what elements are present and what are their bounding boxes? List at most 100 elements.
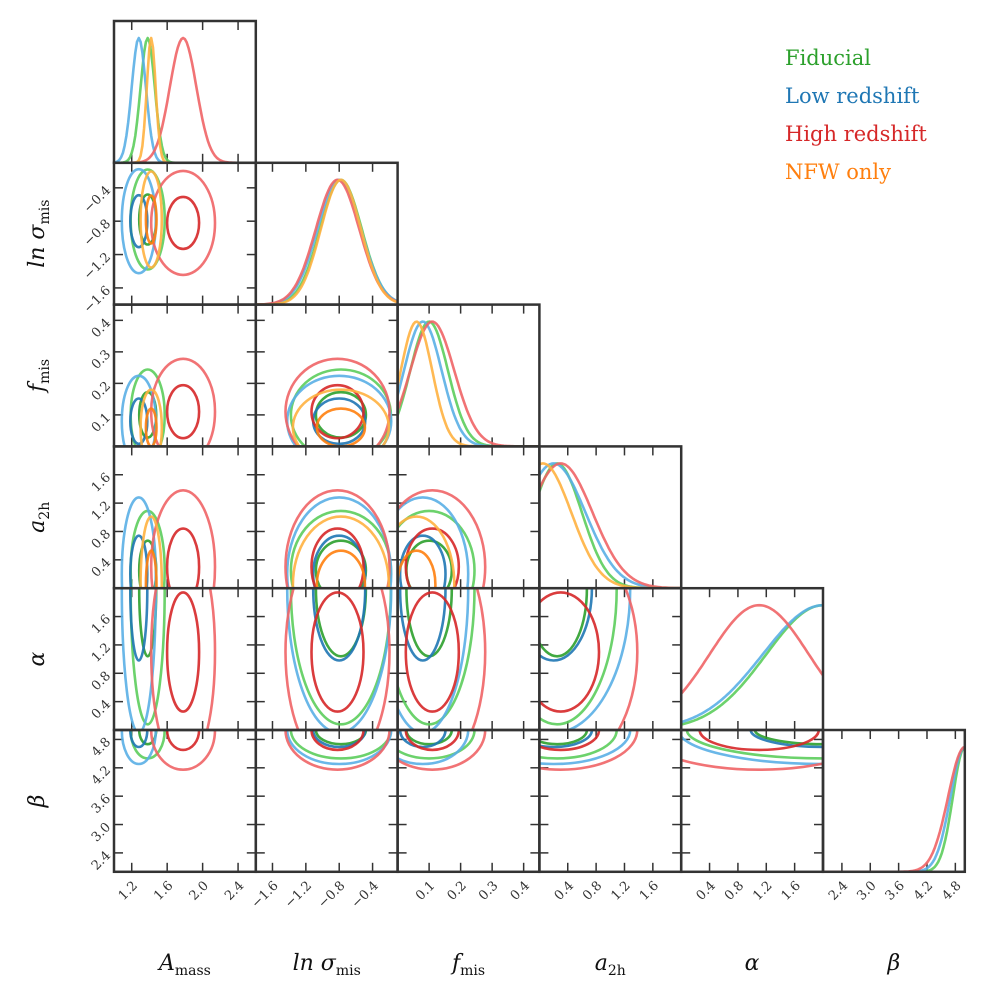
marginal-high-redshift-beta <box>823 745 965 872</box>
marginal-low-redshift-a_2h <box>539 462 682 589</box>
x-tick-label-alpha: 0.8 <box>722 878 747 903</box>
legend: Fiducial Low redshift High redshift NFW … <box>785 46 927 184</box>
contour-2sigma-high-redshift-A_mass-f_mis <box>149 357 217 447</box>
panel-ln_sigma_mis-a_2h <box>255 446 398 589</box>
x-tick-label-f_mis: 0.2 <box>445 878 470 903</box>
y-tick-label-f_mis: 0.1 <box>89 410 114 435</box>
panel-frame <box>679 728 825 874</box>
contour-1sigma-high-redshift-ln_sigma_mis-a_2h <box>310 527 365 589</box>
marginal-high-redshift-alpha <box>681 603 824 696</box>
x-axis-label-alpha: α <box>745 951 760 976</box>
panel-f_mis-beta <box>397 730 540 872</box>
contour-2sigma-fiducial-a_2h-alpha <box>539 588 618 726</box>
contour-1sigma-low-redshift-ln_sigma_mis-beta <box>311 730 367 749</box>
contour-1sigma-high-redshift-ln_sigma_mis-beta <box>310 730 365 752</box>
panel-frame <box>396 728 541 874</box>
panel-frame <box>112 445 258 590</box>
contour-1sigma-high-redshift-f_mis-beta <box>404 730 461 752</box>
panel-a_2h-a_2h <box>567 446 654 589</box>
contour-1sigma-low-redshift-A_mass-ln_sigma_mis <box>129 193 149 249</box>
contour-1sigma-high-redshift-f_mis-alpha <box>404 591 461 713</box>
contour-2sigma-nfw-only-ln_sigma_mis-f_mis <box>291 388 391 447</box>
contour-2sigma-nfw-only-f_mis-a_2h <box>397 515 456 589</box>
y-tick-label-alpha: 0.8 <box>89 669 114 694</box>
y-tick-label-alpha: 1.2 <box>89 640 114 665</box>
y-tick-label-ln_sigma_mis: −1.2 <box>81 250 114 283</box>
panel-alpha-alpha <box>708 588 796 730</box>
y-tick-label-ln_sigma_mis: −0.4 <box>81 183 114 216</box>
contour-1sigma-high-redshift-alpha-beta <box>698 730 821 752</box>
x-tick-label-A_mass: 2.4 <box>222 878 247 903</box>
y-tick-label-a_2h: 1.2 <box>89 499 114 524</box>
x-tick-label-ln_sigma_mis: −1.2 <box>282 878 315 911</box>
panel-frame <box>254 161 399 306</box>
marginal-low-redshift-alpha <box>681 603 824 724</box>
contour-1sigma-nfw-only-f_mis-a_2h <box>397 549 437 589</box>
contour-1sigma-low-redshift-A_mass-beta <box>129 730 149 749</box>
x-tick-label-f_mis: 0.1 <box>413 878 438 903</box>
contour-1sigma-fiducial-f_mis-beta <box>405 730 454 746</box>
panel-f_mis-a_2h <box>397 446 540 589</box>
contour-2sigma-high-redshift-A_mass-a_2h <box>149 489 217 589</box>
contour-2sigma-low-redshift-f_mis-beta <box>397 730 470 766</box>
legend-entry-high-redshift: High redshift <box>785 122 927 146</box>
x-axis-label-f_mis: fmis <box>450 951 485 979</box>
panel-A_mass-ln_sigma_mis <box>114 162 256 305</box>
y-tick-label-beta: 2.4 <box>89 848 114 873</box>
y-axis-label-f_mis: fmis <box>25 359 53 394</box>
x-tick-label-alpha: 1.6 <box>779 878 804 903</box>
x-tick-label-a_2h: 0.4 <box>552 878 577 903</box>
panel-frame <box>821 728 967 874</box>
contour-2sigma-fiducial-a_2h-beta <box>539 730 618 760</box>
contour-2sigma-fiducial-ln_sigma_mis-beta <box>289 730 393 760</box>
contour-1sigma-high-redshift-a_2h-beta <box>539 730 601 752</box>
contour-2sigma-high-redshift-ln_sigma_mis-alpha <box>284 588 391 731</box>
contour-1sigma-high-redshift-f_mis-a_2h <box>404 527 461 589</box>
panel-frame <box>112 586 258 732</box>
contour-2sigma-nfw-only-A_mass-f_mis <box>139 388 164 447</box>
contour-1sigma-high-redshift-ln_sigma_mis-f_mis <box>310 383 365 440</box>
legend-entry-nfw-only: NFW only <box>785 160 891 184</box>
contour-1sigma-high-redshift-A_mass-beta <box>165 730 201 752</box>
y-tick-label-a_2h: 0.8 <box>89 527 114 552</box>
marginal-fiducial-A_mass <box>114 36 256 163</box>
marginal-low-redshift-beta <box>823 745 965 872</box>
panel-ln_sigma_mis-alpha <box>255 588 398 730</box>
panel-alpha-beta <box>681 730 823 872</box>
contour-2sigma-low-redshift-ln_sigma_mis-beta <box>285 730 393 766</box>
panel-frame <box>679 586 825 732</box>
y-tick-label-alpha: 1.6 <box>89 612 114 637</box>
contour-2sigma-high-redshift-a_2h-beta <box>539 730 639 771</box>
x-tick-label-f_mis: 0.4 <box>508 878 533 903</box>
contour-2sigma-nfw-only-ln_sigma_mis-a_2h <box>291 515 391 589</box>
contour-1sigma-low-redshift-a_2h-beta <box>539 730 594 749</box>
panel-ln_sigma_mis-ln_sigma_mis <box>271 162 374 305</box>
panel-frame <box>538 728 683 874</box>
panel-A_mass-alpha <box>114 588 256 730</box>
contour-1sigma-high-redshift-A_mass-ln_sigma_mis <box>165 195 201 251</box>
contour-2sigma-high-redshift-alpha-beta <box>681 758 824 771</box>
x-tick-label-A_mass: 1.2 <box>116 878 141 903</box>
contour-2sigma-high-redshift-A_mass-beta <box>149 730 217 771</box>
panel-a_2h-beta <box>539 730 682 872</box>
marginal-low-redshift-ln_sigma_mis <box>255 178 398 305</box>
contour-2sigma-high-redshift-a_2h-alpha <box>617 588 639 731</box>
x-tick-label-alpha: 0.4 <box>694 878 719 903</box>
panel-ln_sigma_mis-beta <box>255 730 398 872</box>
y-tick-label-f_mis: 0.3 <box>89 347 114 372</box>
contour-1sigma-high-redshift-A_mass-a_2h <box>165 527 201 589</box>
contour-1sigma-fiducial-A_mass-beta <box>137 730 158 746</box>
x-tick-label-A_mass: 2.0 <box>187 878 212 903</box>
x-tick-label-beta: 2.4 <box>826 878 851 903</box>
contour-1sigma-nfw-only-ln_sigma_mis-a_2h <box>315 549 367 589</box>
x-axis-label-beta: β <box>887 951 901 976</box>
contour-1sigma-low-redshift-ln_sigma_mis-a_2h <box>311 534 367 589</box>
x-tick-label-beta: 4.2 <box>911 878 936 903</box>
contour-2sigma-low-redshift-f_mis-a_2h <box>397 496 470 589</box>
contour-2sigma-fiducial-f_mis-beta <box>397 730 476 760</box>
y-axis-label-alpha: α <box>25 652 50 667</box>
y-tick-label-beta: 3.6 <box>89 792 114 817</box>
contour-2sigma-high-redshift-ln_sigma_mis-f_mis <box>284 357 391 447</box>
x-tick-label-A_mass: 1.6 <box>151 878 176 903</box>
x-tick-label-ln_sigma_mis: −0.4 <box>349 878 382 911</box>
